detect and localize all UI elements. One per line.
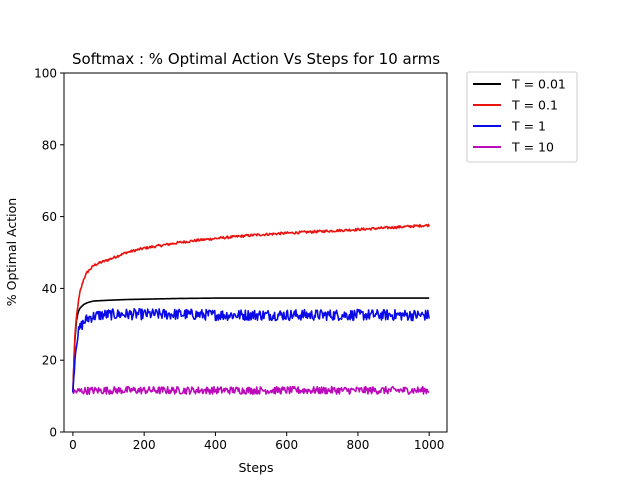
x-tick-label-3: 600 <box>275 438 298 452</box>
x-tick-label-5: 1000 <box>414 438 445 452</box>
series-line-2 <box>72 308 430 393</box>
x-tick-label-2: 400 <box>204 438 227 452</box>
plot-frame <box>63 72 448 433</box>
legend-label-3: T = 10 <box>511 140 554 155</box>
legend-label-1: T = 0.1 <box>511 98 558 113</box>
y-tick-label-1: 20 <box>42 354 57 368</box>
chart-title: Softmax : % Optimal Action Vs Steps for … <box>72 50 440 68</box>
series-line-1 <box>72 223 430 393</box>
x-tick-label-4: 800 <box>346 438 369 452</box>
legend: T = 0.01 T = 0.1 T = 1 T = 10 <box>466 71 578 163</box>
series-line-0 <box>72 297 430 393</box>
plot-area: 0 200 400 600 800 1000 0 20 40 60 80 100 <box>34 67 448 452</box>
series-line-3 <box>72 385 430 396</box>
legend-box <box>466 71 578 163</box>
y-tick-label-4: 80 <box>42 138 57 152</box>
y-tick-label-5: 100 <box>34 67 57 81</box>
y-axis-label: % Optimal Action <box>4 198 19 306</box>
x-tick-label-0: 0 <box>69 438 77 452</box>
legend-label-2: T = 1 <box>511 119 546 134</box>
y-tick-label-3: 60 <box>42 210 57 224</box>
y-tick-label-2: 40 <box>42 282 57 296</box>
x-tick-label-1: 200 <box>133 438 156 452</box>
x-axis-label: Steps <box>239 460 274 475</box>
y-tick-label-0: 0 <box>49 426 57 440</box>
legend-label-0: T = 0.01 <box>511 77 566 92</box>
